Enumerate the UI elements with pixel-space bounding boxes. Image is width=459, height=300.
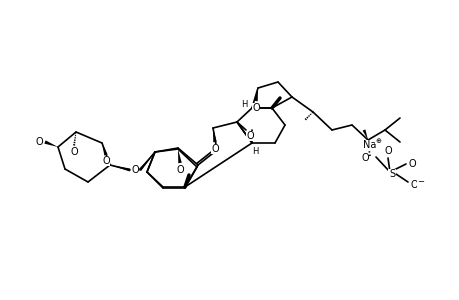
Polygon shape xyxy=(102,143,107,156)
Text: O: O xyxy=(383,146,391,156)
Text: H: H xyxy=(251,146,257,155)
Polygon shape xyxy=(213,128,216,142)
Text: S: S xyxy=(388,169,394,179)
Text: O: O xyxy=(70,147,78,157)
Text: ⊕: ⊕ xyxy=(374,138,380,144)
Text: H: H xyxy=(241,100,246,109)
Text: O: O xyxy=(409,180,417,190)
Text: Na: Na xyxy=(363,140,376,150)
Text: O: O xyxy=(35,137,43,147)
Polygon shape xyxy=(110,165,130,172)
Text: O: O xyxy=(176,165,184,175)
Text: O: O xyxy=(360,153,368,163)
Text: O: O xyxy=(102,156,110,166)
Polygon shape xyxy=(254,88,257,101)
Text: O: O xyxy=(246,131,253,141)
Polygon shape xyxy=(44,140,58,147)
Polygon shape xyxy=(362,129,367,140)
Polygon shape xyxy=(139,152,155,171)
Text: O: O xyxy=(252,103,259,113)
Text: O: O xyxy=(131,165,139,175)
Polygon shape xyxy=(178,149,181,163)
Text: O: O xyxy=(211,144,218,154)
Text: −: − xyxy=(417,178,424,187)
Text: O: O xyxy=(407,159,415,169)
